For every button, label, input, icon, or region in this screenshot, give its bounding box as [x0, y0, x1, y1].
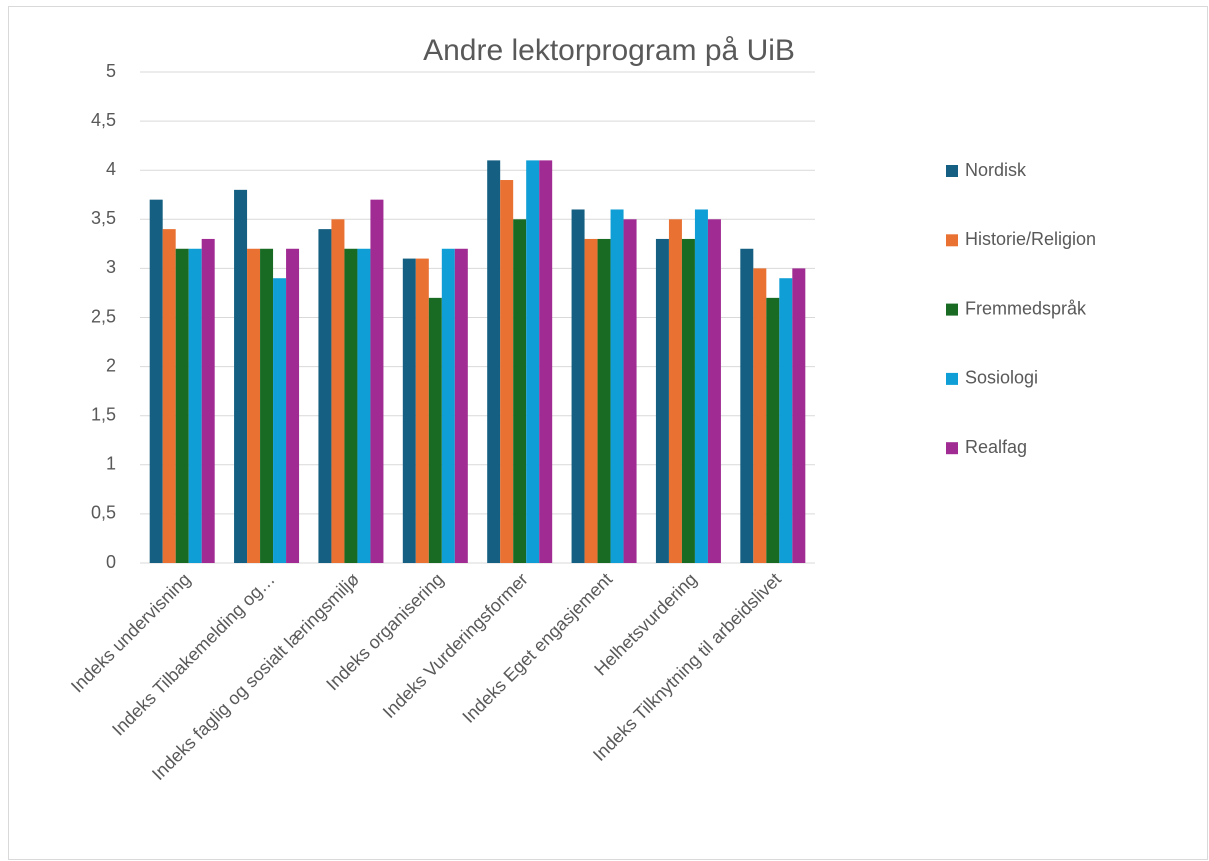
bar: [487, 160, 501, 563]
bar: [149, 199, 163, 563]
y-tick-label: 0,5: [91, 503, 116, 523]
bar: [668, 219, 682, 564]
legend-label: Sosiologi: [965, 368, 1038, 388]
bar: [571, 209, 585, 564]
legend-label: Historie/Religion: [965, 229, 1096, 249]
chart-title: Andre lektorprogram på UiB: [423, 34, 795, 67]
bar: [188, 248, 202, 563]
bar: [286, 248, 300, 563]
bar: [766, 297, 780, 563]
bar: [597, 238, 611, 563]
bar: [402, 258, 416, 563]
y-tick-label: 1,5: [91, 404, 116, 424]
y-tick-label: 3,5: [91, 208, 116, 228]
y-tick-label: 2: [106, 355, 116, 375]
bar: [162, 229, 176, 563]
legend-swatch: [946, 234, 958, 247]
bar: [331, 219, 345, 564]
bar: [318, 229, 332, 563]
bar: [792, 268, 806, 563]
bar: [441, 248, 455, 563]
bar: [655, 238, 669, 563]
legend-swatch: [946, 303, 958, 316]
legend-swatch: [946, 372, 958, 385]
legend-label: Nordisk: [965, 160, 1027, 180]
y-tick-label: 1: [106, 454, 116, 474]
bar: [694, 209, 708, 564]
legend-label: Realfag: [965, 437, 1027, 457]
bar: [623, 219, 637, 564]
bar: [175, 248, 189, 563]
y-tick-label: 4: [106, 159, 116, 179]
bar: [428, 297, 442, 563]
bar: [779, 278, 793, 563]
legend-swatch: [946, 165, 958, 177]
bar: [707, 219, 721, 564]
bar: [753, 268, 767, 563]
bar: [584, 238, 598, 563]
y-tick-label: 3: [106, 257, 116, 277]
bar: [273, 278, 287, 563]
bar: [357, 248, 371, 563]
bar: [681, 238, 695, 563]
bar: [247, 248, 261, 563]
y-tick-label: 5: [106, 61, 116, 81]
y-tick-label: 2,5: [91, 306, 116, 326]
y-tick-label: 4,5: [91, 110, 116, 130]
bar: [344, 248, 358, 563]
bar: [500, 180, 514, 563]
bar: [610, 209, 624, 564]
bar: [201, 238, 215, 563]
y-tick-label: 0: [106, 552, 116, 572]
legend-label: Fremmedspråk: [965, 298, 1087, 318]
bar: [415, 258, 429, 563]
bar: [740, 248, 754, 563]
bar: [260, 248, 274, 563]
bar: [526, 160, 540, 563]
legend-swatch: [946, 442, 958, 455]
bar: [454, 248, 468, 563]
bar: [234, 189, 248, 563]
bar: [539, 160, 553, 563]
bar: [513, 219, 527, 564]
bar: [370, 199, 384, 563]
